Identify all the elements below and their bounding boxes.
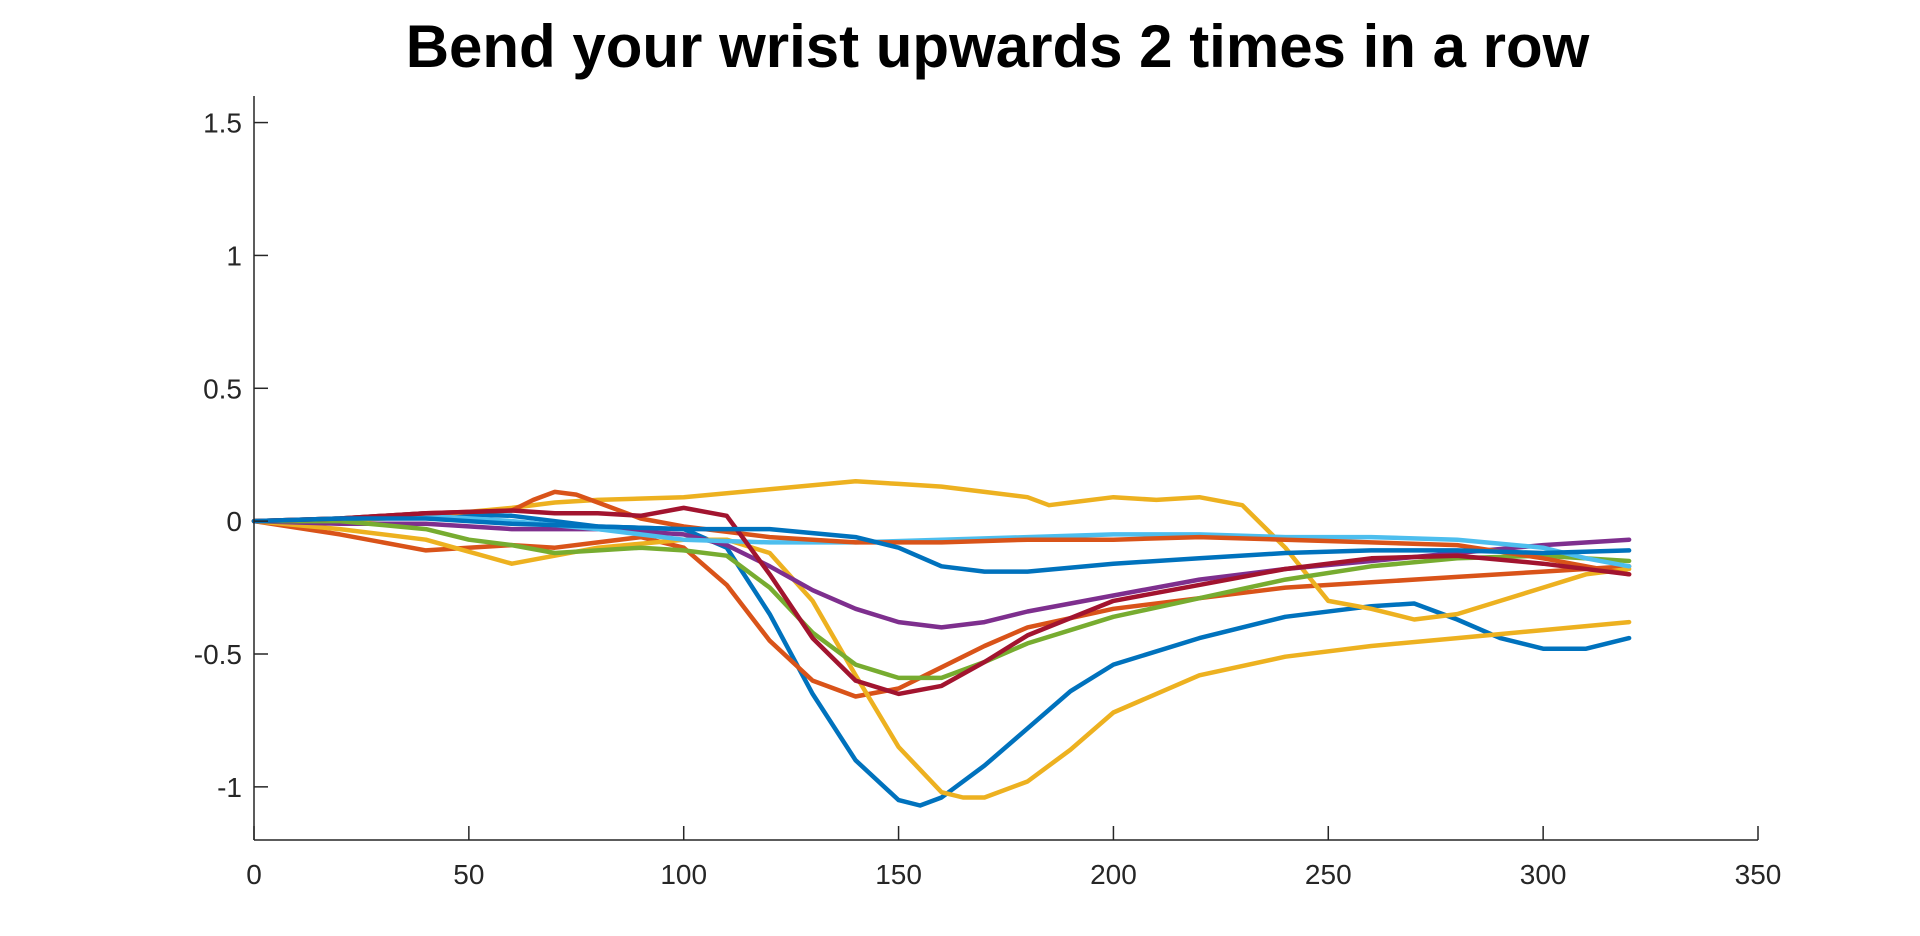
x-tick-label: 250 [1305,859,1352,890]
x-tick-label: 0 [246,859,262,890]
y-tick-label: 1 [226,240,242,271]
chart-title: Bend your wrist upwards 2 times in a row [405,13,1590,80]
x-tick-label: 300 [1520,859,1567,890]
x-tick-label: 200 [1090,859,1137,890]
y-tick-label: -0.5 [194,639,242,670]
series-line-6 [251,518,1632,681]
series-line-10 [251,516,1632,574]
x-tick-label: 100 [660,859,707,890]
y-tick-label: -1 [217,772,242,803]
axes: -1 -0.5 0 0.5 1 1.5 0 50 100 150 200 250 300 350 [194,96,1782,890]
series-line-4 [251,479,1632,622]
x-tick-label: 150 [875,859,922,890]
series-line-7 [251,513,1632,569]
x-tick-label: 50 [453,859,484,890]
series-line-8 [251,489,1632,577]
y-tick-label: 1.5 [203,108,242,139]
series-line-9 [251,505,1632,697]
y-tick-label: 0 [226,506,242,537]
y-tick-label: 0.5 [203,373,242,404]
x-tick-label: 350 [1735,859,1782,890]
series-layer [251,479,1632,808]
